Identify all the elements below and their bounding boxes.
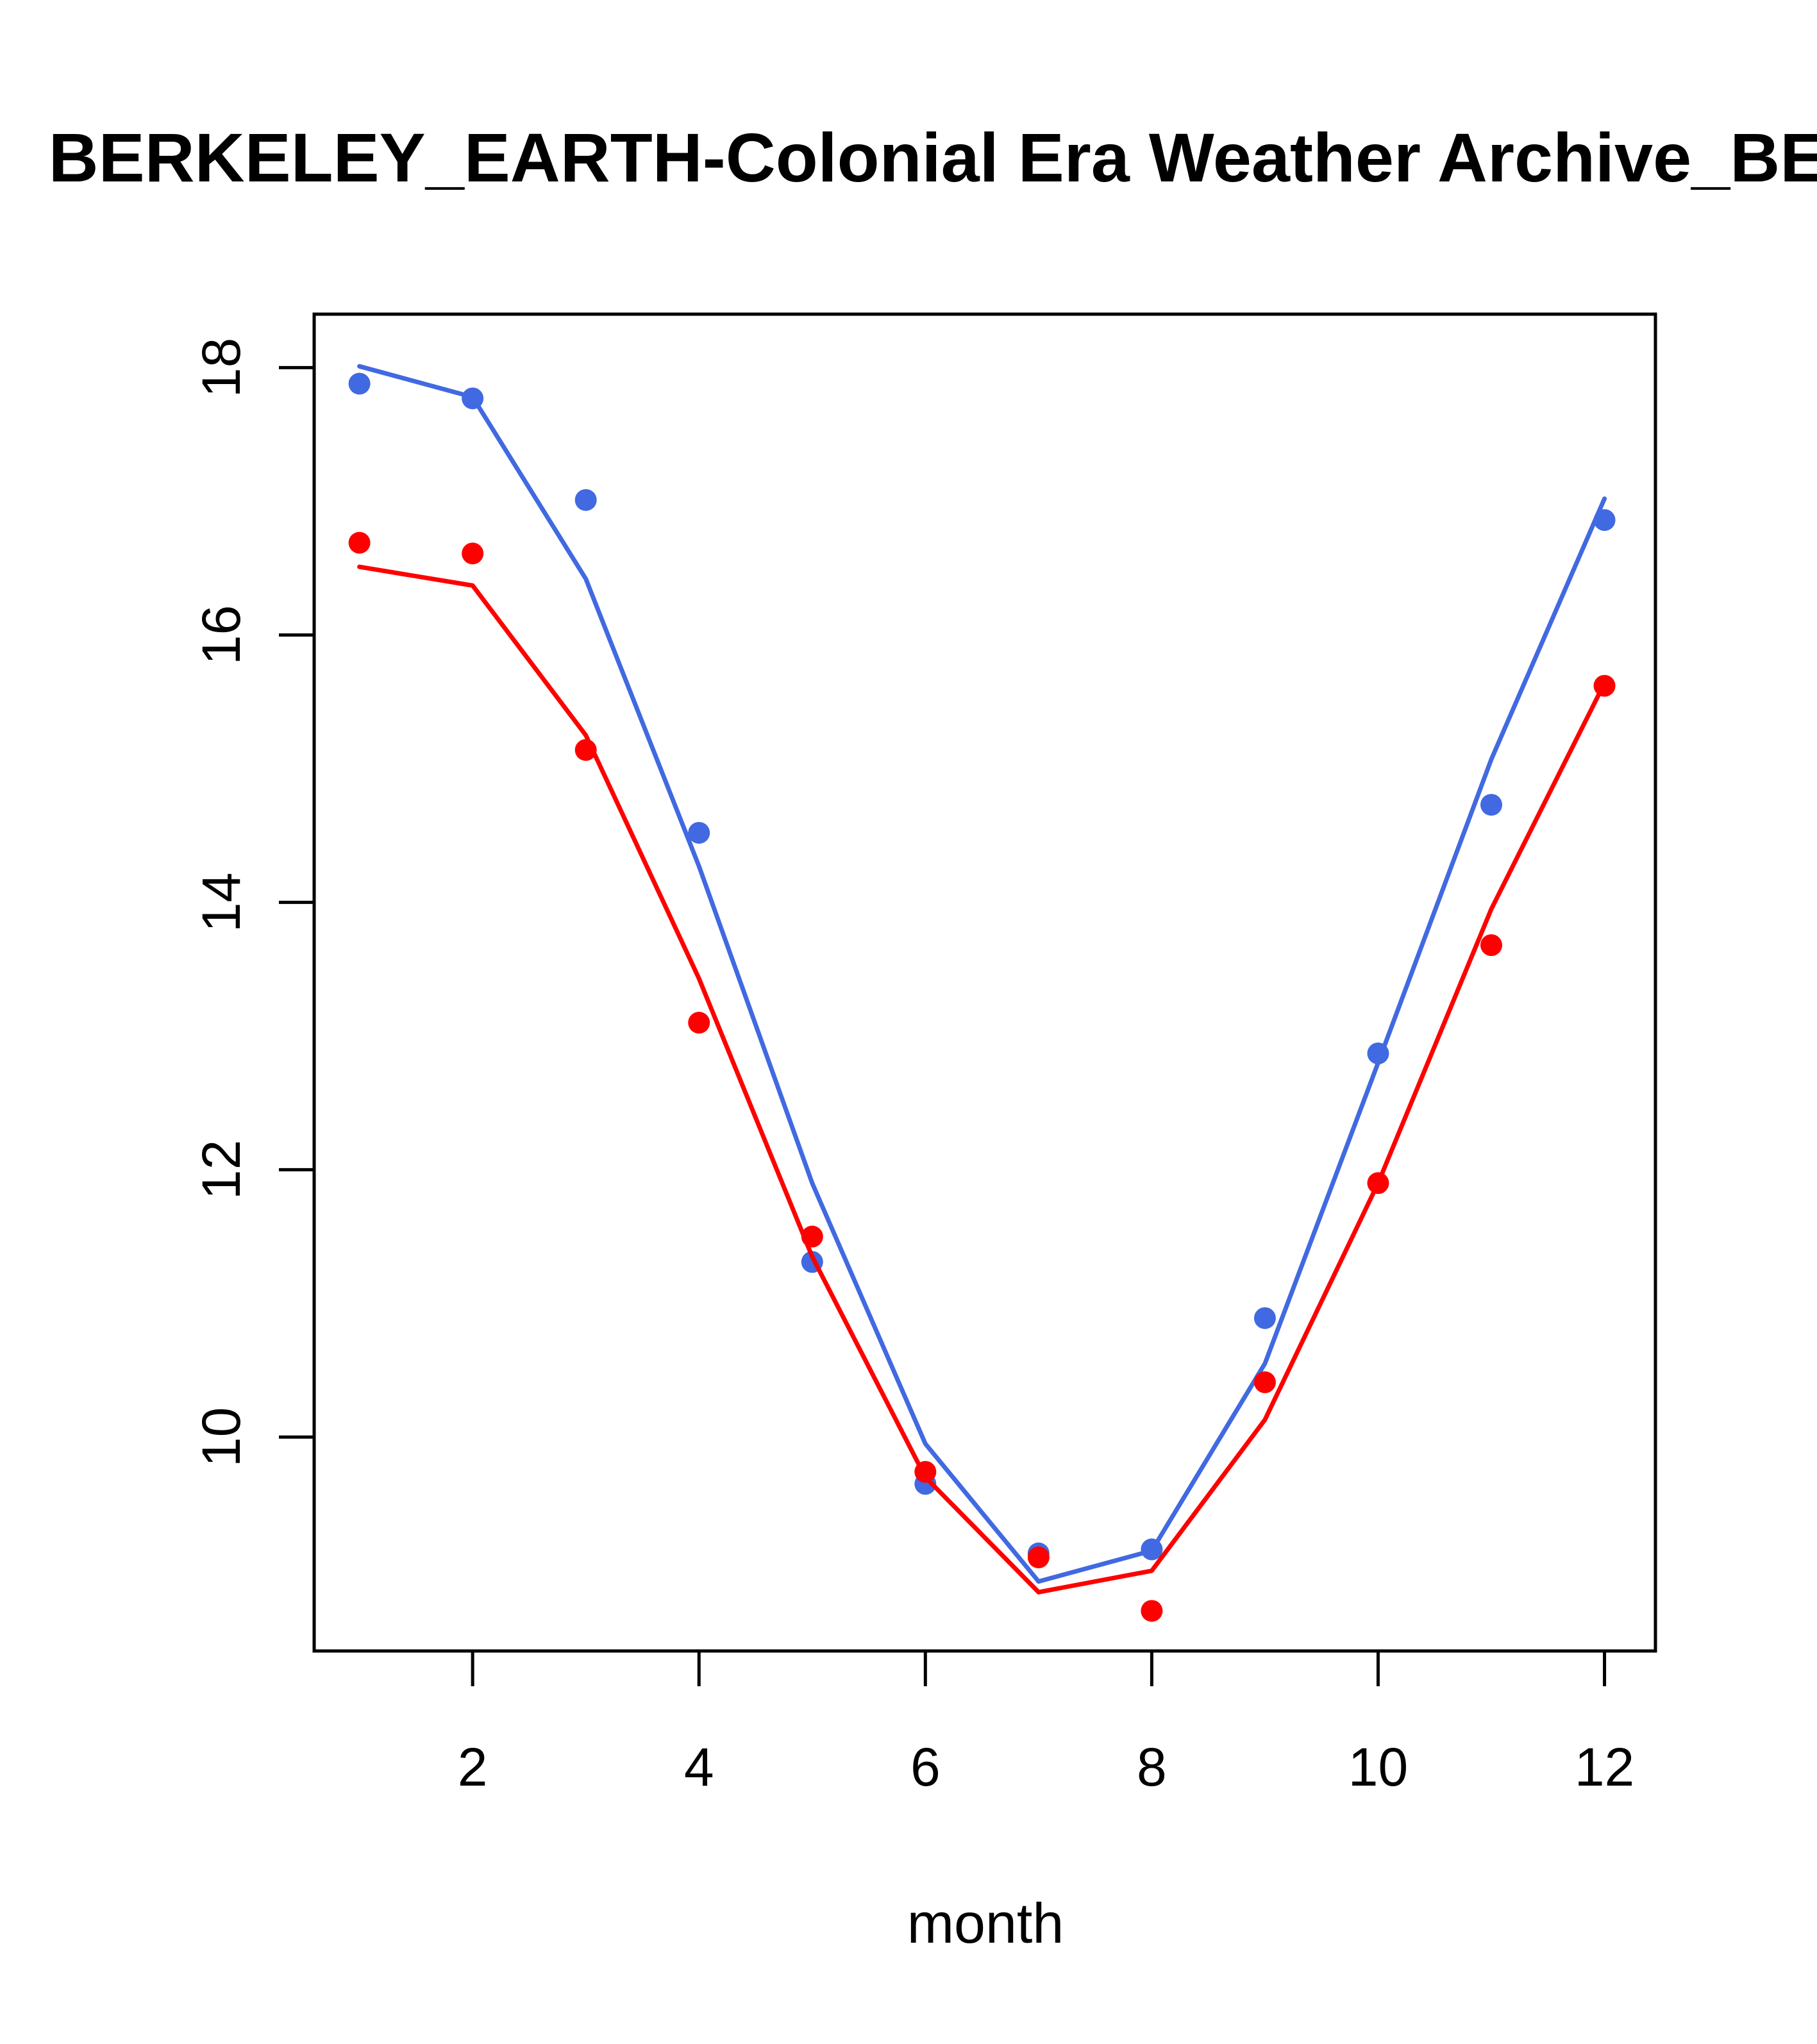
data-point [1027,1546,1050,1569]
data-point [462,387,484,410]
data-point [1593,509,1616,532]
data-point [462,542,484,565]
data-point [1141,1600,1163,1622]
data-point [1367,1172,1389,1194]
x-tick-label: 4 [684,1737,714,1797]
data-point [348,532,371,554]
data-point [1253,1371,1276,1393]
y-tick-label: 18 [191,338,251,398]
data-point [1367,1043,1389,1065]
series-line [357,364,1607,1584]
data-point [688,1012,710,1034]
data-point [801,1225,823,1248]
x-tick-label: 12 [1575,1737,1634,1797]
chart-title: BERKELEY_EARTH-Colonial Era Weather Arch… [49,119,1817,196]
plot-area [312,312,1657,1653]
data-point [1480,794,1503,816]
series-layer [348,364,1616,1622]
series-line [357,564,1607,1595]
x-tick-label: 2 [458,1737,488,1797]
data-point [348,373,371,395]
data-point [574,739,597,761]
series-2 [348,532,1616,1622]
y-tick-label: 14 [191,873,251,932]
x-tick-label: 6 [910,1737,941,1797]
data-point [688,821,710,844]
data-point [1253,1307,1276,1329]
x-axis-label: month [907,1891,1064,1955]
data-point [914,1461,937,1483]
data-point [1141,1538,1163,1561]
series-1 [348,364,1616,1584]
y-axis: 10 12 14 16 18 [191,338,316,1467]
x-axis: 2 4 6 8 10 12 [458,1649,1634,1797]
y-tick-label: 16 [191,605,251,665]
y-tick-label: 12 [191,1140,251,1200]
data-point [574,489,597,511]
x-tick-label: 8 [1137,1737,1167,1797]
x-tick-label: 10 [1348,1737,1408,1797]
data-point [1593,674,1616,697]
y-tick-label: 10 [191,1407,251,1467]
data-point [1480,934,1503,957]
